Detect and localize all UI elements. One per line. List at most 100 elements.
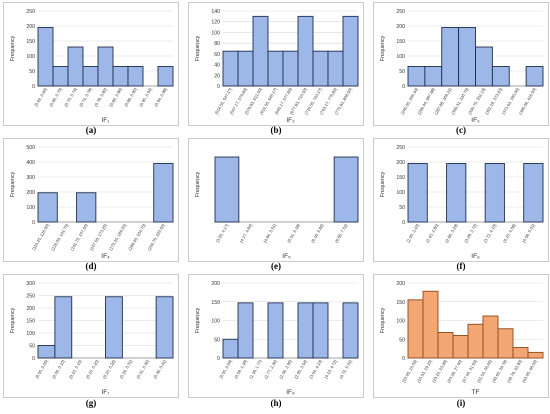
y-tick-label: 150 <box>211 300 220 306</box>
histogram-bar <box>407 66 426 87</box>
y-tick-label: 100 <box>396 54 405 60</box>
x-axis-label: TF <box>472 389 480 396</box>
y-tick-label: 40 <box>214 63 220 69</box>
histogram-bar <box>482 315 499 359</box>
histogram-bar <box>441 27 460 87</box>
histogram-bar <box>67 46 84 87</box>
histogram-bar <box>497 328 514 359</box>
histogram-bar <box>297 302 314 359</box>
histogram-bar <box>437 332 454 359</box>
histogram-bar <box>452 335 469 359</box>
histogram-bar <box>52 66 69 87</box>
y-tick-label: 100 <box>26 205 35 211</box>
panel-caption: (e) <box>271 261 281 271</box>
y-tick-label: 100 <box>211 30 220 36</box>
y-tick-label: 0 <box>402 356 405 362</box>
y-axis-label: Frequency <box>380 171 386 197</box>
x-axis-label: IF₅ <box>282 253 291 260</box>
histogram-bar <box>222 50 239 87</box>
histogram-bar <box>527 351 544 359</box>
x-axis-label: IF₃ <box>471 117 480 124</box>
histogram-bar <box>523 163 544 223</box>
histogram-bar <box>267 302 284 359</box>
y-tick-label: 150 <box>396 300 405 306</box>
y-tick-label: 500 <box>26 145 35 151</box>
y-tick-label: 100 <box>26 54 35 60</box>
y-tick-label: 100 <box>211 319 220 325</box>
y-tick-label: 150 <box>26 39 35 45</box>
histogram-bar <box>222 338 239 359</box>
histogram-bar <box>424 66 443 87</box>
histogram-bar <box>458 27 476 87</box>
y-tick-label: 200 <box>211 281 220 287</box>
y-tick-label: 250 <box>26 9 35 15</box>
histogram-bar <box>327 50 344 87</box>
y-tick-label: 300 <box>26 281 35 287</box>
y-tick-label: 200 <box>396 24 405 30</box>
y-axis-label: Frequency <box>195 307 201 333</box>
y-tick-label: 50 <box>29 69 35 75</box>
histogram-bar <box>491 66 510 87</box>
histogram-bar <box>54 296 73 359</box>
y-tick-label: 140 <box>211 9 220 15</box>
y-tick-label: 100 <box>26 331 35 337</box>
histogram-bar <box>475 46 493 87</box>
y-tick-label: 200 <box>26 24 35 30</box>
y-tick-label: 150 <box>26 319 35 325</box>
histogram-bar <box>342 302 359 359</box>
y-tick-label: 400 <box>26 160 35 166</box>
y-tick-label: 0 <box>32 356 35 362</box>
panel-caption: (i) <box>457 398 466 408</box>
y-tick-label: 150 <box>396 39 405 45</box>
y-tick-label: 50 <box>399 205 405 211</box>
histogram-bar <box>512 347 529 359</box>
panel-caption: (b) <box>271 125 282 135</box>
histogram-bar <box>82 66 99 87</box>
histogram-bar <box>97 46 114 87</box>
panel-caption: (g) <box>86 398 97 408</box>
panel-frame <box>3 2 179 126</box>
y-tick-label: 200 <box>26 306 35 312</box>
panel-caption: (a) <box>86 125 97 135</box>
y-tick-label: 50 <box>29 344 35 350</box>
y-tick-label: 0 <box>32 220 35 226</box>
histogram-bar <box>112 66 129 87</box>
y-axis-label: Frequency <box>10 35 16 61</box>
y-tick-label: 80 <box>214 41 220 47</box>
y-tick-label: 120 <box>211 20 220 26</box>
y-axis-label: Frequency <box>380 35 386 61</box>
histogram-bar <box>312 302 329 359</box>
histogram-bar <box>297 15 314 87</box>
y-tick-label: 0 <box>32 84 35 90</box>
histogram-bar <box>237 302 254 359</box>
y-tick-label: 60 <box>214 52 220 58</box>
y-tick-label: 50 <box>214 337 220 343</box>
histogram-bar <box>37 192 58 223</box>
y-axis-label: Frequency <box>195 171 201 197</box>
chart-panel-4: Frequency[3.50, 4.17] (4.17, 4.84] (4.84, … <box>188 138 364 262</box>
x-axis-label: IF₆ <box>471 253 480 260</box>
histogram-bar <box>282 50 299 87</box>
x-axis-label: IF₂ <box>286 117 295 124</box>
y-tick-label: 0 <box>402 84 405 90</box>
x-axis-label: IF₈ <box>286 389 295 396</box>
y-tick-label: 20 <box>214 73 220 79</box>
y-tick-label: 250 <box>396 9 405 15</box>
histogram-bar <box>76 192 97 223</box>
panel-caption: (h) <box>271 398 282 408</box>
histogram-bar <box>267 50 284 87</box>
y-tick-label: 0 <box>402 220 405 226</box>
histogram-bar <box>155 296 174 359</box>
y-axis-label: Frequency <box>195 35 201 61</box>
x-axis-label: IF₇ <box>101 389 109 396</box>
histogram-bar <box>467 323 484 359</box>
histogram-bar <box>157 66 174 87</box>
y-tick-label: 200 <box>26 190 35 196</box>
histogram-bar <box>333 156 359 223</box>
histogram-bar <box>422 290 439 359</box>
